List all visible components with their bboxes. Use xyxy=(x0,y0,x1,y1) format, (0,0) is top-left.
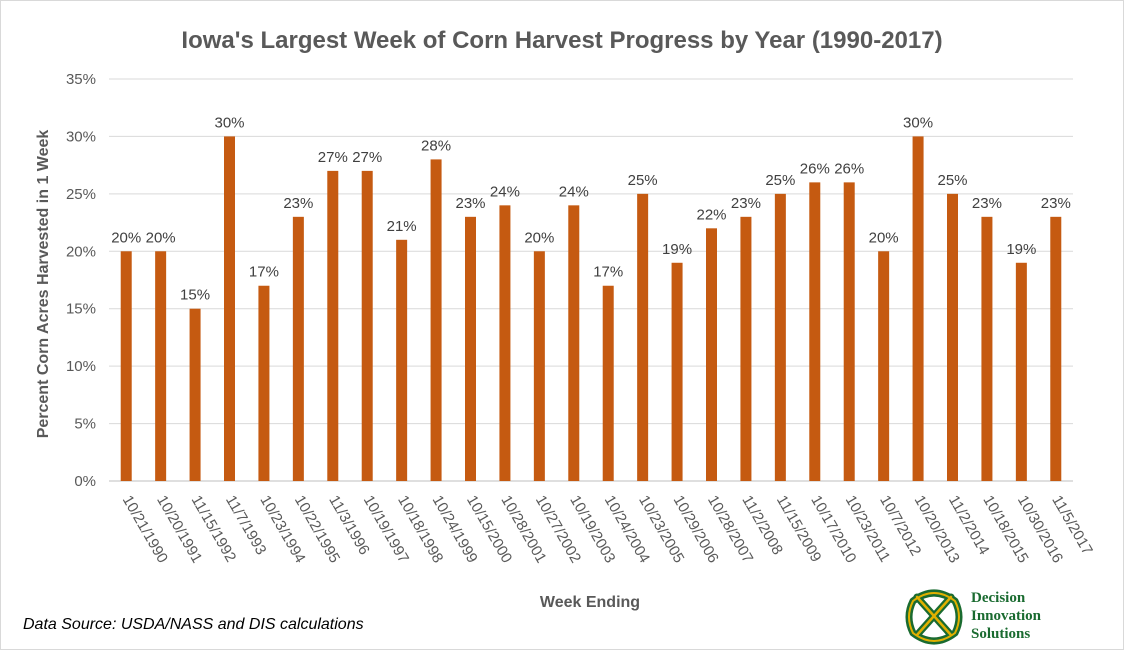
bar xyxy=(843,182,855,481)
bar xyxy=(396,239,408,481)
data-label: 26% xyxy=(834,160,864,177)
data-label: 23% xyxy=(731,195,761,212)
data-label: 15% xyxy=(180,287,210,304)
bar xyxy=(774,193,786,481)
data-label: 21% xyxy=(387,218,417,235)
y-tick-label: 35% xyxy=(66,71,96,88)
logo-line-1: Decision xyxy=(971,590,1026,606)
data-label: 26% xyxy=(800,160,830,177)
bar xyxy=(912,136,924,481)
data-label: 23% xyxy=(283,195,313,212)
bar xyxy=(327,170,339,481)
bar xyxy=(671,262,683,481)
bar xyxy=(120,251,132,481)
bar xyxy=(637,193,649,481)
bar xyxy=(878,251,890,481)
bar xyxy=(258,285,270,481)
bar xyxy=(740,216,752,482)
data-label: 20% xyxy=(869,229,899,246)
bar xyxy=(430,159,442,481)
bar xyxy=(361,170,373,481)
y-tick-label: 25% xyxy=(66,186,96,203)
bar xyxy=(224,136,235,481)
data-label: 20% xyxy=(111,229,141,246)
bar xyxy=(981,216,993,482)
bar xyxy=(706,228,717,481)
bar xyxy=(155,251,167,481)
data-label: 30% xyxy=(214,114,244,131)
data-label: 25% xyxy=(628,172,658,189)
x-axis-title: Week Ending xyxy=(540,594,640,611)
bar xyxy=(465,216,476,482)
y-tick-label: 5% xyxy=(74,416,96,433)
company-logo: Decision Innovation Solutions xyxy=(903,587,1103,647)
bars xyxy=(120,136,1062,482)
bar xyxy=(189,308,201,481)
data-label: 30% xyxy=(903,114,933,131)
bar xyxy=(568,205,580,482)
data-label: 27% xyxy=(352,149,382,166)
gridlines xyxy=(109,78,1073,482)
bar xyxy=(947,193,958,481)
bar xyxy=(292,216,304,482)
data-label: 20% xyxy=(524,229,554,246)
y-tick-label: 0% xyxy=(74,473,96,490)
y-tick-label: 15% xyxy=(66,301,96,318)
data-label: 17% xyxy=(593,264,623,281)
data-label: 20% xyxy=(146,229,176,246)
logo-line-2: Innovation xyxy=(971,608,1042,624)
chart-title: Iowa's Largest Week of Corn Harvest Prog… xyxy=(181,27,942,54)
data-label: 17% xyxy=(249,264,279,281)
data-label: 24% xyxy=(559,183,589,200)
data-label: 22% xyxy=(696,206,726,223)
bar xyxy=(533,251,545,481)
data-source-note: Data Source: USDA/NASS and DIS calculati… xyxy=(23,616,364,633)
y-tick-label: 30% xyxy=(66,128,96,145)
data-label: 25% xyxy=(765,172,795,189)
data-label: 25% xyxy=(937,172,967,189)
data-label: 23% xyxy=(972,195,1002,212)
y-axis-ticks: 0% 5% 10% 15% 20% 25% 30% 35% xyxy=(66,71,96,490)
y-axis-title: Percent Corn Acres Harvested in 1 Week xyxy=(35,130,52,439)
bar xyxy=(602,285,614,481)
y-tick-label: 10% xyxy=(66,358,96,375)
knot-logo-icon xyxy=(905,589,963,645)
data-label: 19% xyxy=(1006,241,1036,258)
bar xyxy=(809,182,821,481)
data-labels: 20% 20% 15% 30% 17% 23% 27% 27% 21% 28% 23% 24% 20% 2… xyxy=(111,114,1071,303)
data-label: 19% xyxy=(662,241,692,258)
y-tick-label: 20% xyxy=(66,243,96,260)
data-label: 27% xyxy=(318,149,348,166)
bar xyxy=(499,205,511,482)
bar xyxy=(1015,262,1027,481)
data-label: 23% xyxy=(455,195,485,212)
data-label: 23% xyxy=(1041,195,1071,212)
data-label: 28% xyxy=(421,137,451,154)
data-label: 24% xyxy=(490,183,520,200)
bar xyxy=(1050,216,1062,482)
logo-line-3: Solutions xyxy=(971,626,1031,642)
x-axis-ticks: 10/21/199010/20/199111/15/199211/7/19931… xyxy=(119,493,1096,567)
logo-wordmark: Decision Innovation Solutions xyxy=(971,589,1041,643)
